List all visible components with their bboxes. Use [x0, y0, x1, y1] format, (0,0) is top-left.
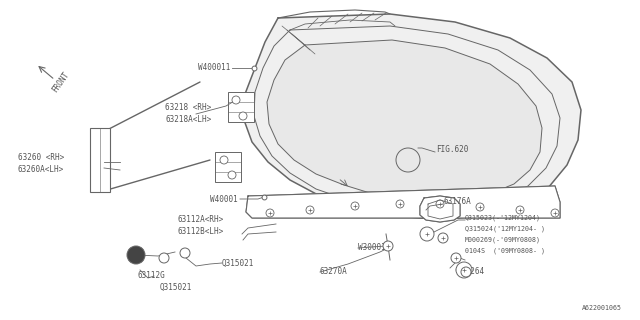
- Text: Q315021: Q315021: [222, 259, 254, 268]
- Polygon shape: [267, 40, 542, 202]
- Circle shape: [516, 206, 524, 214]
- Text: 0104S  ('09MY0808- ): 0104S ('09MY0808- ): [465, 248, 545, 254]
- Text: Q315023(-'12MY1204): Q315023(-'12MY1204): [465, 215, 541, 221]
- Bar: [228, 92, 254, 122]
- Polygon shape: [244, 14, 581, 218]
- Circle shape: [239, 112, 247, 120]
- Circle shape: [451, 253, 461, 263]
- Circle shape: [396, 200, 404, 208]
- Text: FRONT: FRONT: [51, 70, 71, 95]
- Circle shape: [438, 233, 448, 243]
- Bar: [215, 152, 241, 182]
- Circle shape: [456, 262, 472, 278]
- Text: M000269(-'09MY0808): M000269(-'09MY0808): [465, 237, 541, 243]
- Text: W400011: W400011: [198, 63, 230, 73]
- Text: A622001065: A622001065: [582, 305, 622, 311]
- Text: Q315021: Q315021: [160, 283, 193, 292]
- Circle shape: [220, 156, 228, 164]
- Circle shape: [180, 248, 190, 258]
- Text: 63270A: 63270A: [320, 268, 348, 276]
- Text: W40001: W40001: [211, 195, 238, 204]
- Polygon shape: [246, 186, 560, 218]
- Text: FIG.620: FIG.620: [436, 146, 468, 155]
- Circle shape: [461, 267, 471, 277]
- Text: 63112A<RH>: 63112A<RH>: [178, 215, 224, 225]
- Text: W300012: W300012: [358, 244, 390, 252]
- Polygon shape: [420, 196, 460, 222]
- Text: 63260A<LH>: 63260A<LH>: [18, 165, 64, 174]
- Circle shape: [436, 200, 444, 208]
- Circle shape: [228, 171, 236, 179]
- Text: 63264: 63264: [462, 267, 485, 276]
- Circle shape: [420, 227, 434, 241]
- Text: 63112G: 63112G: [138, 271, 166, 281]
- Circle shape: [383, 241, 393, 251]
- Bar: [90, 128, 110, 192]
- Text: 63218 <RH>: 63218 <RH>: [165, 103, 211, 113]
- Circle shape: [266, 209, 274, 217]
- Text: Q315024('12MY1204- ): Q315024('12MY1204- ): [465, 226, 545, 232]
- Circle shape: [551, 209, 559, 217]
- Text: 63218A<LH>: 63218A<LH>: [165, 116, 211, 124]
- Circle shape: [476, 203, 484, 211]
- Circle shape: [159, 253, 169, 263]
- Text: 63260 <RH>: 63260 <RH>: [18, 154, 64, 163]
- Text: 63176A: 63176A: [444, 197, 472, 206]
- Circle shape: [232, 96, 240, 104]
- Circle shape: [306, 206, 314, 214]
- Text: 63112B<LH>: 63112B<LH>: [178, 228, 224, 236]
- Circle shape: [351, 202, 359, 210]
- Circle shape: [127, 246, 145, 264]
